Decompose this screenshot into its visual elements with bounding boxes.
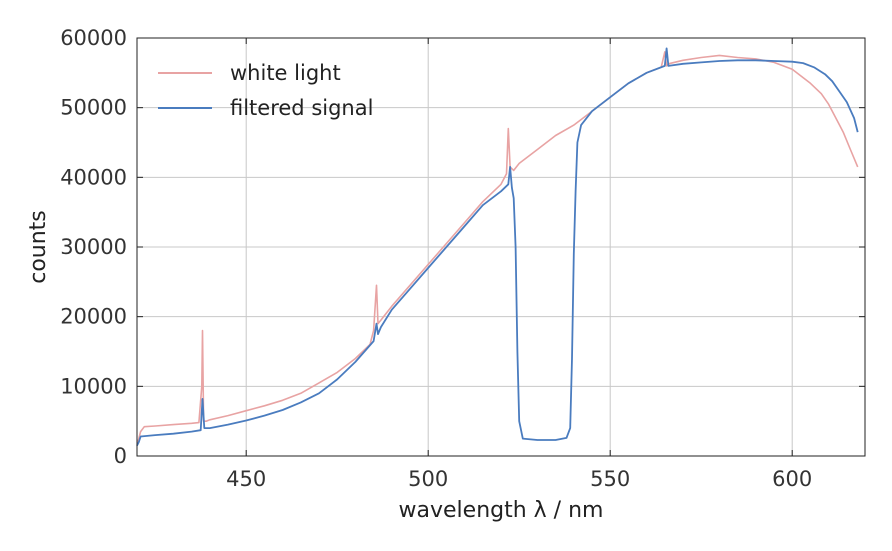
y-tick-label: 40000 <box>60 165 127 189</box>
series-layer <box>136 47 859 447</box>
legend-label-0: white light <box>230 61 341 85</box>
x-axis-label: wavelength λ / nm <box>399 498 604 523</box>
series-line-1 <box>136 47 859 447</box>
y-tick-label: 20000 <box>60 305 127 329</box>
y-tick-label: 10000 <box>60 374 127 398</box>
ticks: 450 500 550 600 0 10000 20000 30000 40000 50000 60… <box>60 26 865 491</box>
x-tick-label: 600 <box>772 467 812 491</box>
y-tick-label: 30000 <box>60 235 127 259</box>
y-axis-label: counts <box>26 210 51 284</box>
y-tick-label: 0 <box>114 444 127 468</box>
legend-label-1: filtered signal <box>230 96 373 120</box>
x-tick-label: 450 <box>226 467 266 491</box>
y-tick-label: 50000 <box>60 96 127 120</box>
x-tick-label: 550 <box>590 467 630 491</box>
y-tick-label: 60000 <box>60 26 127 50</box>
series-line-0 <box>136 51 859 446</box>
x-tick-label: 500 <box>408 467 448 491</box>
legend: white light filtered signal <box>158 61 373 120</box>
